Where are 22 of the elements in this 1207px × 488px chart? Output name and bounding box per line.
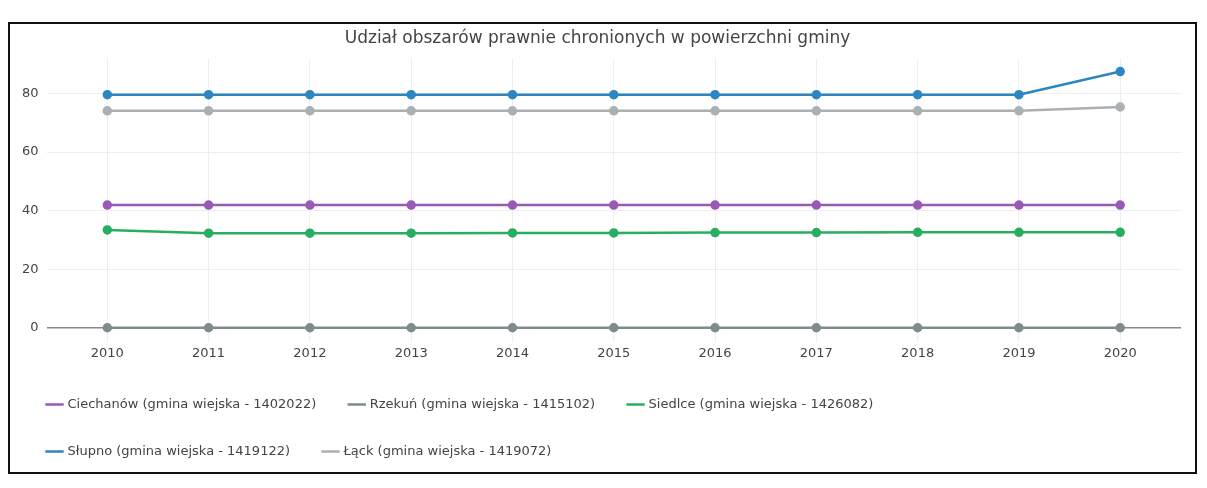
chart-title: Udział obszarów prawnie chronionych w powierzchni gminy bbox=[344, 26, 851, 47]
x-tick-label: 2016 bbox=[698, 344, 732, 360]
y-tick-label: 20 bbox=[22, 260, 39, 276]
legend-label: Rzekuń (gmina wiejska - 1415102) bbox=[369, 395, 596, 411]
x-tick-label: 2015 bbox=[597, 344, 631, 360]
y-tick-label: 40 bbox=[22, 202, 39, 218]
y-tick-label: 0 bbox=[30, 319, 39, 335]
x-tick-label: 2020 bbox=[1103, 344, 1137, 360]
legend-label: Łąck (gmina wiejska - 1419072) bbox=[342, 442, 552, 458]
x-tick-label: 2011 bbox=[192, 344, 226, 360]
x-tick-label: 2010 bbox=[90, 344, 124, 360]
legend-label: Ciechanów (gmina wiejska - 1402022) bbox=[67, 395, 317, 411]
x-tick-label: 2012 bbox=[293, 344, 327, 360]
legend-label: Siedlce (gmina wiejska - 1426082) bbox=[648, 395, 874, 411]
x-tick-label: 2014 bbox=[495, 344, 530, 360]
x-tick-label: 2013 bbox=[394, 344, 428, 360]
y-tick-label: 80 bbox=[22, 84, 39, 100]
x-tick-label: 2018 bbox=[901, 344, 935, 360]
x-tick-label: 2019 bbox=[1002, 344, 1036, 360]
legend-label: Słupno (gmina wiejska - 1419122) bbox=[67, 442, 291, 458]
y-tick-label: 60 bbox=[22, 143, 39, 159]
x-tick-label: 2017 bbox=[799, 344, 833, 360]
